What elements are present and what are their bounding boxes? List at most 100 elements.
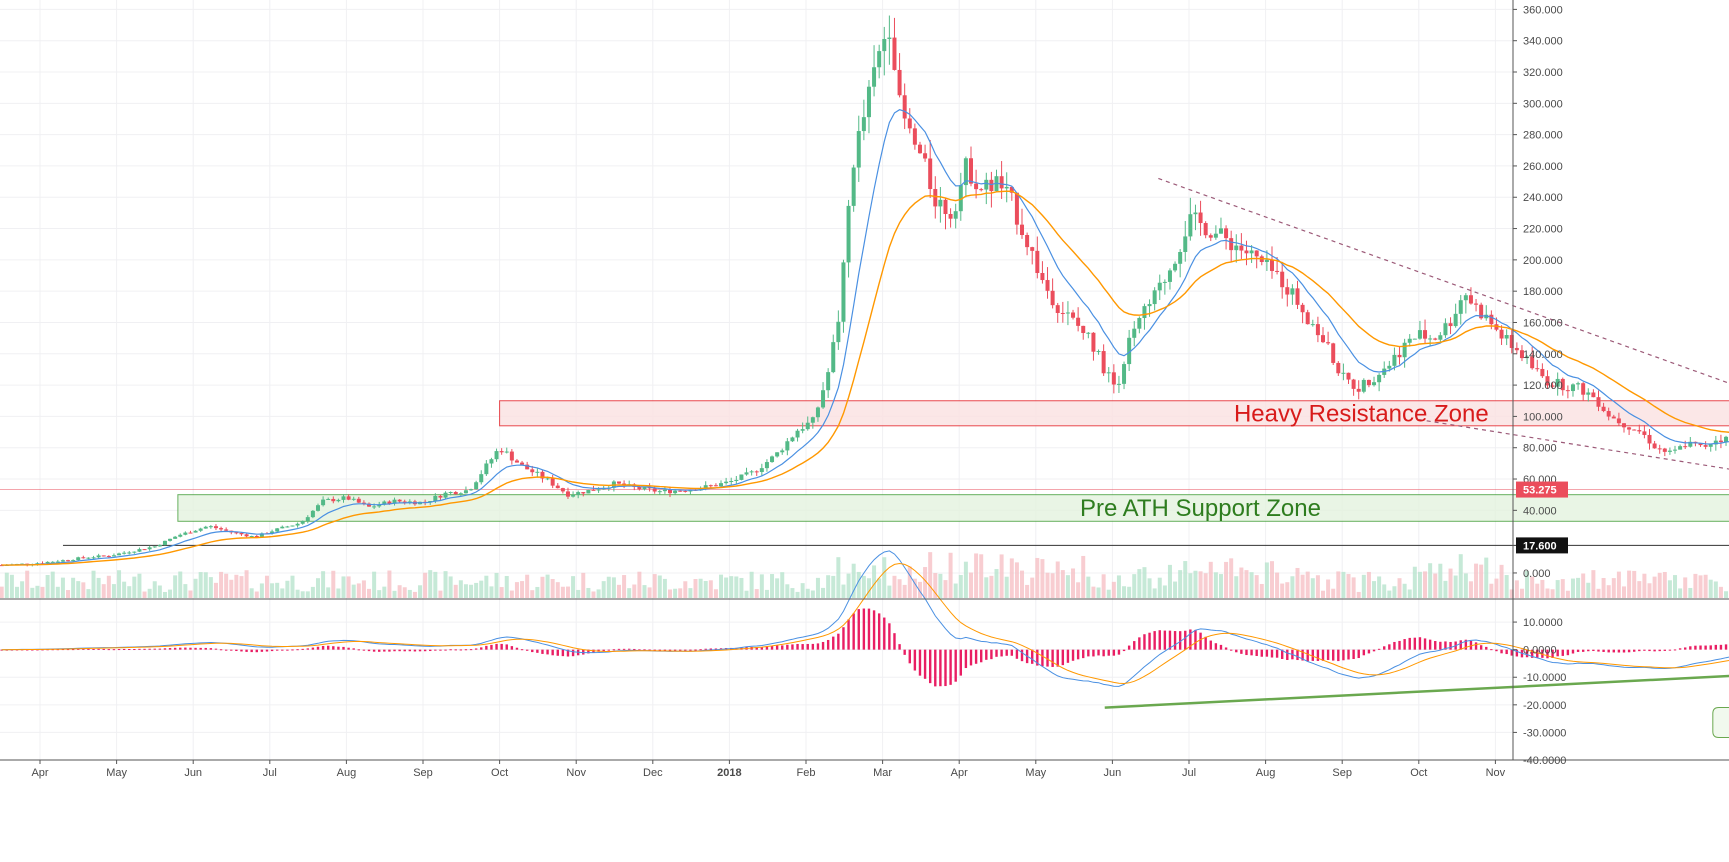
candle-body (851, 167, 856, 206)
candle-body (1718, 440, 1723, 443)
macd-histogram-bar (643, 649, 646, 651)
candle-body (1020, 224, 1025, 235)
macd-histogram-bar (469, 649, 473, 651)
volume-bar (1448, 568, 1453, 598)
volume-bar (1254, 575, 1259, 598)
macd-histogram-bar (418, 649, 422, 652)
volume-bar (305, 591, 310, 598)
volume-bar (719, 574, 724, 598)
candle-body (872, 67, 877, 87)
macd-histogram-bar (531, 649, 534, 653)
macd-histogram-bar (1286, 649, 1289, 660)
candle-body (1142, 306, 1147, 319)
macd-histogram-bar (944, 649, 947, 687)
candle-body (494, 451, 499, 460)
macd-histogram-bar (1592, 649, 1595, 652)
candle-body (953, 211, 958, 219)
volume-bar (1662, 571, 1667, 598)
volume-bar (1111, 581, 1116, 598)
macd-histogram-bar (1383, 646, 1386, 650)
volume-bar (1560, 579, 1565, 598)
volume-bar (591, 591, 596, 598)
candle-body (1004, 186, 1009, 189)
macd-histogram-bar (82, 648, 85, 650)
candle-body (71, 560, 76, 562)
candle-body (1060, 312, 1065, 314)
candle-body (1428, 338, 1433, 340)
macd-histogram-bar (842, 627, 845, 650)
candle-body (856, 131, 861, 168)
macd-histogram-bar (1551, 649, 1554, 658)
volume-bar (1387, 590, 1392, 598)
candle-body (576, 492, 581, 495)
volume-bar (943, 580, 948, 598)
volume-bar (805, 588, 810, 598)
candle-body (1162, 281, 1167, 283)
candle-body (453, 492, 458, 495)
annotation-labels: Heavy Resistance Zone Pre ATH Support Zon… (1080, 400, 1729, 739)
candle-body (1361, 379, 1366, 392)
volume-bar (770, 574, 775, 598)
macd-histogram-bar (1607, 649, 1610, 653)
macd-histogram-bar (990, 649, 993, 660)
volume-bar (377, 590, 382, 598)
volume-bar (877, 578, 882, 598)
candle-body (642, 487, 647, 490)
volume-bar (162, 591, 167, 598)
candle-body (178, 534, 183, 537)
volume-bar (565, 586, 570, 598)
candle-body (999, 176, 1004, 189)
candle-body (504, 451, 509, 453)
macd-histogram-bar (1092, 649, 1095, 657)
volume-bar (1372, 581, 1377, 598)
macd-histogram-bar (1005, 649, 1008, 656)
macd-histogram-bar (107, 649, 111, 651)
price-tick-label: 180.000 (1523, 286, 1563, 298)
volume-bar (1678, 588, 1683, 598)
candle-body (326, 498, 331, 500)
macd-histogram-bar (102, 648, 105, 650)
candle-body (1627, 427, 1632, 430)
volume-bar (55, 586, 60, 598)
support-zone-label: Pre ATH Support Zone (1080, 495, 1321, 522)
candle-body (1178, 252, 1183, 264)
macd-histogram-bar (847, 619, 850, 650)
candle-body (96, 555, 101, 558)
volume-bar (71, 577, 76, 598)
candle-body (759, 468, 764, 473)
macd-histogram-bar (883, 617, 886, 650)
macd-histogram-bar (689, 649, 692, 651)
macd-histogram-bar (1056, 649, 1059, 667)
candle-body (1489, 314, 1494, 325)
macd-histogram-bar (1408, 637, 1411, 650)
candle-body (1218, 228, 1223, 234)
candle-body (208, 526, 213, 528)
volume-bar (1637, 581, 1642, 598)
time-tick-label: Feb (797, 767, 816, 779)
time-tick-label: Jul (1182, 767, 1196, 779)
candle-body (1724, 436, 1729, 443)
macd-histogram-bar (286, 649, 289, 651)
macd-histogram-bar (485, 645, 488, 650)
volume-bar (1259, 583, 1264, 598)
macd-histogram-bar (1031, 649, 1034, 664)
volume-bar (938, 573, 943, 598)
macd-histogram-bar (372, 649, 376, 652)
volume-bar (1315, 575, 1320, 598)
candle-body (1106, 372, 1111, 374)
price-tick-label: 260.000 (1523, 161, 1563, 173)
volume-bar (1050, 573, 1055, 598)
macd-histogram-bar (1632, 649, 1636, 652)
candle-body (1249, 250, 1254, 254)
volume-bar (203, 572, 208, 598)
candle-body (1076, 317, 1081, 326)
candle-body (351, 498, 356, 500)
time-tick-label: Jun (1104, 767, 1122, 779)
candle-body (1096, 351, 1101, 353)
candle-body (1280, 271, 1285, 288)
macd-histogram-bar (367, 649, 371, 652)
candle-body (219, 528, 224, 530)
macd-histogram-bar (281, 649, 284, 651)
volume-bar (759, 574, 764, 598)
volume-bar (270, 583, 275, 598)
